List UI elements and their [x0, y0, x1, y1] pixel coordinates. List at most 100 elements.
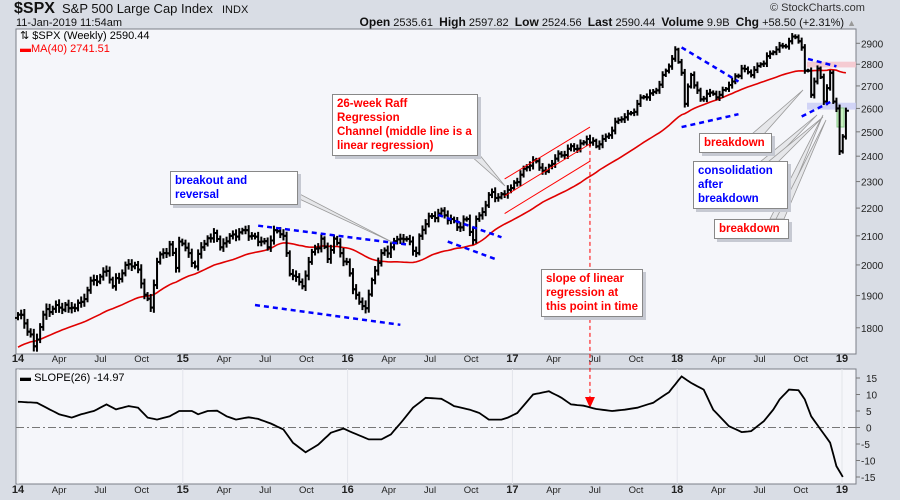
sort-arrows-icon[interactable]: ⇅	[20, 30, 30, 42]
slope-y-tick-label: 15	[866, 374, 878, 385]
copyright-link[interactable]: © StockCharts.com	[770, 2, 865, 14]
ma-line-icon: ▬	[20, 43, 31, 55]
chg-label: Chg	[735, 15, 759, 29]
slope-line-icon: ▬	[20, 372, 31, 384]
x-tick-label: Oct	[464, 354, 479, 365]
x-tick-label: Apr	[381, 354, 396, 365]
x-tick-label: Apr	[711, 485, 726, 496]
slope-y-tick-label: -5	[861, 440, 870, 451]
volume-label: Volume	[661, 15, 704, 29]
raff-lower-line	[504, 160, 591, 214]
last-label: Last	[587, 15, 613, 29]
breakdown-callout-2: breakdown	[714, 219, 789, 239]
x-tick-label: Apr	[217, 485, 232, 496]
x-tick-label: 15	[177, 353, 189, 365]
y-tick-label: 2000	[861, 261, 884, 272]
resistance-band	[807, 61, 856, 68]
ma40-line	[17, 68, 847, 348]
y-tick-label: 2100	[861, 232, 884, 243]
y-tick-label: 2900	[861, 39, 884, 50]
support-band	[807, 102, 856, 110]
slope-panel	[15, 368, 857, 485]
slope-y-tick-label: 5	[866, 407, 872, 418]
x-tick-label: Oct	[134, 485, 149, 496]
x-tick-label: Oct	[629, 485, 644, 496]
callout-line: this point in time	[546, 301, 638, 313]
slope-y-tick-label: 10	[866, 391, 878, 402]
x-tick-label: Oct	[793, 354, 808, 365]
ma-legend: ▬MA(40) 2741.51	[20, 43, 110, 55]
x-tick-label: 16	[341, 353, 353, 365]
x-tick-label: 19	[836, 353, 848, 365]
x-tick-label: Oct	[464, 485, 479, 496]
x-tick-label: Jul	[424, 485, 436, 496]
x-tick-label: 17	[506, 353, 518, 365]
open-value: 2535.61	[393, 17, 434, 29]
x-tick-label: Apr	[217, 354, 232, 365]
up-triangle-icon: ▲	[847, 18, 856, 28]
trendline-2015-lower	[254, 303, 401, 327]
slope-line	[17, 375, 844, 478]
x-tick-label: Jul	[259, 485, 271, 496]
y-tick-label: 2600	[861, 104, 884, 115]
chart-datetime: 11-Jan-2019 11:54am	[16, 17, 122, 29]
volume-value: 9.9B	[706, 17, 730, 29]
x-tick-label: Apr	[381, 485, 396, 496]
raff-upper-line	[504, 126, 591, 180]
x-tick-label: 15	[177, 484, 189, 496]
breakdown-callout-1: breakdown	[699, 133, 772, 153]
high-value: 2597.82	[468, 17, 509, 29]
ma-legend-text: MA(40) 2741.51	[31, 43, 110, 55]
x-tick-label: 16	[341, 484, 353, 496]
x-tick-label: Apr	[52, 354, 67, 365]
raff-middle-line	[504, 143, 591, 197]
x-tick-label: Oct	[629, 354, 644, 365]
x-tick-label: Oct	[299, 485, 314, 496]
callout-line: linear regression)	[337, 140, 434, 152]
chg-value: +58.50 (+2.31%)	[762, 17, 845, 29]
x-tick-label: 19	[836, 484, 848, 496]
low-value: 2524.56	[541, 17, 582, 29]
slope-y-tick-label: -15	[861, 473, 876, 484]
x-tick-label: 17	[506, 484, 518, 496]
x-tick-label: Jul	[589, 354, 601, 365]
y-tick-label: 2800	[861, 60, 884, 71]
x-tick-label: Jul	[259, 354, 271, 365]
x-tick-label: 14	[12, 353, 25, 365]
price-legend-text: $SPX (Weekly) 2590.44	[32, 30, 150, 42]
callout-line: consolidation	[698, 165, 773, 177]
y-tick-label: 1900	[861, 292, 884, 303]
slope-y-tick-label: 0	[866, 424, 872, 435]
slope-y-tick-label: -10	[861, 457, 876, 468]
x-tick-label: 18	[671, 484, 683, 496]
trendline-2015-upper	[258, 224, 407, 246]
last-value: 2590.44	[615, 17, 656, 29]
y-tick-label: 2700	[861, 82, 884, 93]
x-tick-label: 14	[12, 484, 25, 496]
slope-legend: ▬ SLOPE(26) -14.97	[20, 372, 125, 384]
low-label: Low	[514, 15, 539, 29]
x-tick-label: Oct	[134, 354, 149, 365]
x-tick-label: Jul	[754, 354, 766, 365]
callout-line: after breakdown	[698, 179, 759, 205]
callout-line: regression at	[546, 287, 619, 299]
marker-arrow-icon	[584, 397, 595, 408]
slope-note-callout: slope of linear regression at this point…	[541, 269, 643, 317]
x-tick-label: Apr	[52, 485, 67, 496]
breakout-callout: breakout and reversal	[170, 171, 298, 205]
x-tick-label: Jul	[424, 354, 436, 365]
y-tick-label: 2200	[861, 204, 884, 215]
x-tick-label: Apr	[711, 354, 726, 365]
y-tick-label: 1800	[861, 324, 884, 335]
x-tick-label: Oct	[793, 485, 808, 496]
trendline-2018-consol-lower	[801, 99, 834, 118]
trendline-2016-flag-upper	[437, 213, 502, 239]
index-name: S&P 500 Large Cap Index	[62, 1, 213, 16]
callout-line: Channel (middle line is a	[337, 126, 472, 138]
trendline-2018-top-upper	[807, 57, 837, 68]
callout-line: slope of linear	[546, 273, 624, 285]
x-tick-label: Jul	[94, 485, 106, 496]
slope-legend-text: SLOPE(26) -14.97	[34, 372, 125, 384]
high-label: High	[439, 15, 466, 29]
